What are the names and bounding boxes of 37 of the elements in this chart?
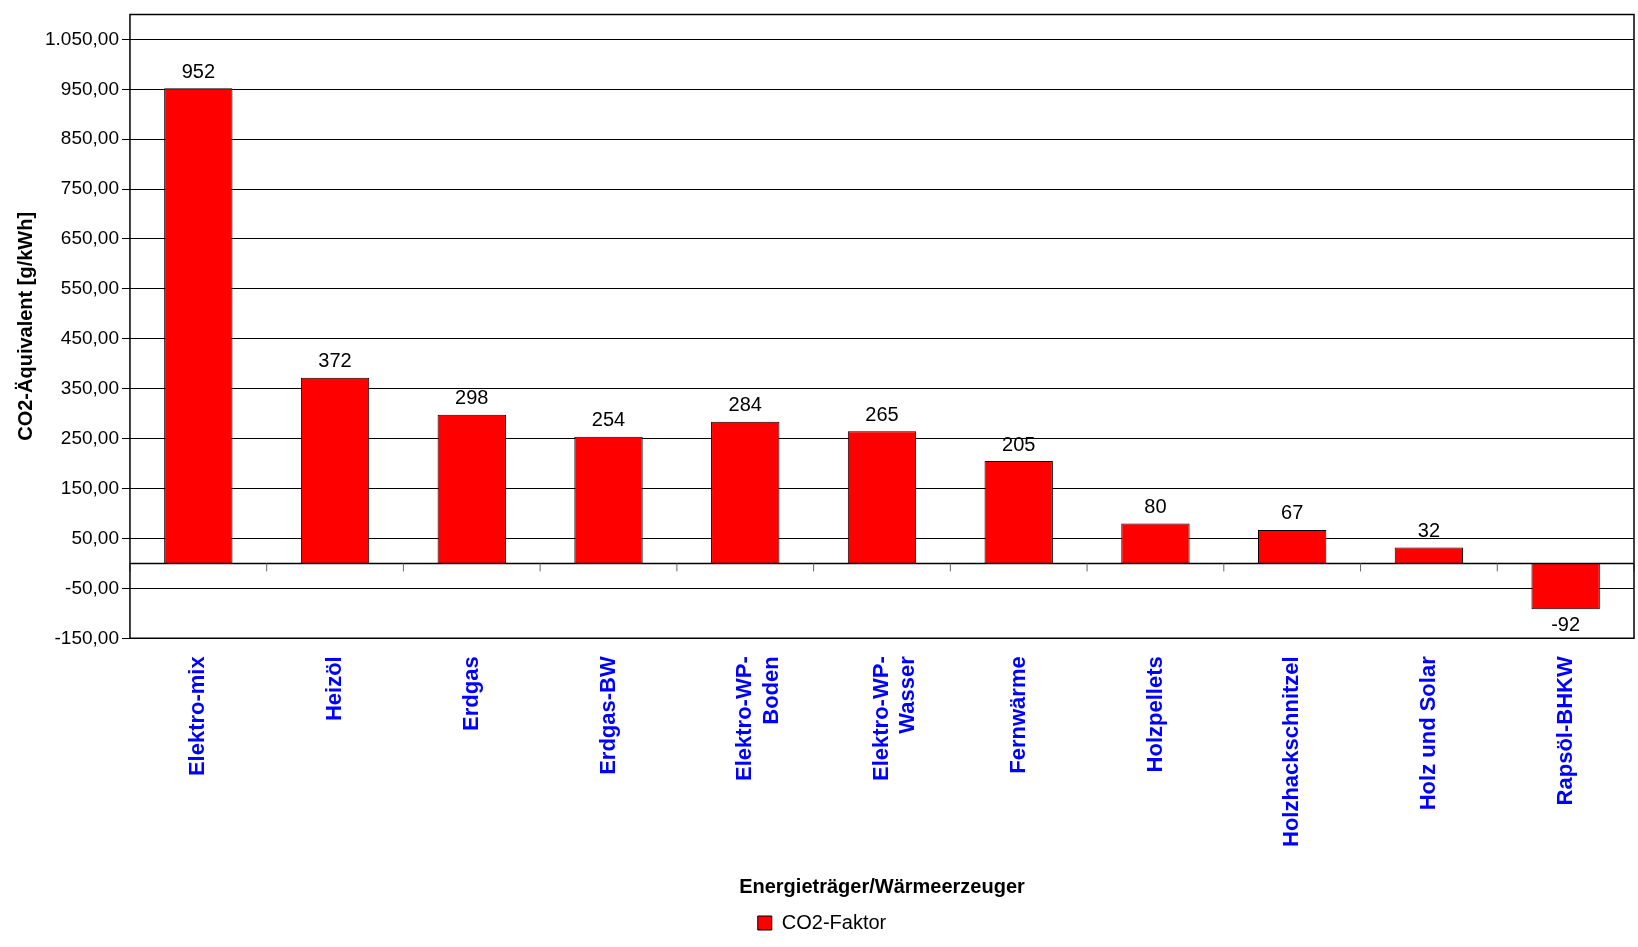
x-tick-label: Erdgas-BW	[594, 656, 620, 775]
y-tick-label: 1.050,00	[44, 27, 119, 49]
y-tick-label: 350,00	[60, 376, 119, 398]
data-label: 265	[865, 402, 899, 425]
data-label: -92	[1551, 612, 1581, 635]
y-tick-label: 50,00	[71, 526, 119, 548]
x-tick-label: Holz und Solar	[1414, 655, 1440, 811]
x-tick-label: Elektro-WP-Wasser	[868, 655, 920, 781]
y-tick-label: 150,00	[60, 476, 119, 498]
data-label: 67	[1281, 501, 1304, 524]
legend-label: CO2-Faktor	[781, 910, 887, 933]
data-label: 80	[1144, 495, 1167, 517]
y-tick-label: 650,00	[60, 227, 119, 249]
y-tick-label: 550,00	[60, 277, 119, 299]
y-tick-label: 850,00	[60, 127, 119, 149]
x-tick-label: Fernwärme	[1004, 656, 1030, 774]
x-tick-label: Holzhackschnitzel	[1278, 656, 1304, 847]
x-tick-label: Heizöl	[321, 656, 347, 722]
data-label: 284	[728, 393, 762, 416]
data-label: 254	[591, 408, 626, 431]
x-tick-label: Erdgas	[457, 656, 483, 731]
x-tick-label: Holzpellets	[1141, 656, 1167, 773]
y-tick-label: -150,00	[54, 626, 119, 648]
x-tick-label: Elektro-WP-Boden	[731, 656, 783, 781]
x-tick-label: Rapsöl-BHKW	[1551, 656, 1577, 806]
y-tick-label: -50,00	[65, 576, 119, 598]
y-tick-label: 250,00	[60, 426, 119, 448]
data-label: 952	[181, 59, 216, 82]
data-label: 372	[318, 349, 352, 372]
y-tick-label: 750,00	[60, 177, 119, 199]
x-axis-title: Energieträger/Wärmeerzeuger	[739, 874, 1026, 897]
data-label: 298	[455, 386, 489, 409]
y-tick-label: 450,00	[60, 327, 119, 349]
data-label: 32	[1417, 518, 1441, 541]
y-tick-label: 950,00	[60, 77, 119, 99]
y-axis-title: CO2-Äquivalent [g/kWh]	[13, 211, 36, 441]
x-tick-label: Elektro-mix	[184, 655, 210, 777]
